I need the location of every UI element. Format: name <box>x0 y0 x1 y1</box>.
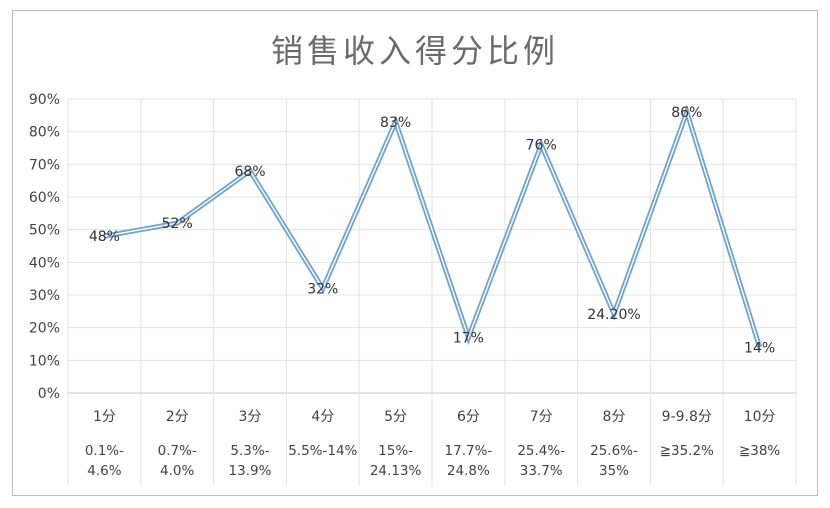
y-tick-label: 50% <box>29 223 60 239</box>
x-category-label: 2分 <box>166 409 189 425</box>
x-category-label: 4分 <box>311 409 334 425</box>
x-range-label: 24.8% <box>447 463 490 479</box>
data-label: 24.20% <box>587 307 640 323</box>
data-label: 83% <box>380 115 411 131</box>
x-category-label: 8分 <box>603 409 626 425</box>
data-label: 52% <box>162 216 193 232</box>
x-range-label: 5.5%-14% <box>288 443 357 459</box>
series-line-core <box>104 109 761 348</box>
x-range-label: ≧38% <box>739 443 780 459</box>
data-label: 86% <box>671 105 702 121</box>
x-range-label: 25.6%- <box>590 443 638 459</box>
x-category-label: 3分 <box>239 409 262 425</box>
y-tick-label: 10% <box>29 353 60 369</box>
x-range-label: 35% <box>599 463 629 479</box>
x-category-label: 7分 <box>530 409 553 425</box>
x-range-label: 5.3%- <box>230 443 269 459</box>
data-label: 76% <box>526 138 557 154</box>
x-range-label: 17.7%- <box>445 443 493 459</box>
data-label: 32% <box>307 281 338 297</box>
y-tick-label: 90% <box>29 92 60 108</box>
chart-title: 销售收入得分比例 <box>270 32 559 70</box>
x-range-label: 13.9% <box>229 463 272 479</box>
y-tick-label: 80% <box>29 125 60 141</box>
x-range-label: 33.7% <box>520 463 563 479</box>
data-label: 14% <box>744 340 775 356</box>
x-category-label: 1分 <box>93 409 116 425</box>
chart-frame <box>12 10 818 496</box>
x-range-label: 25.4%- <box>517 443 565 459</box>
data-label: 48% <box>89 229 120 245</box>
x-range-label: 0.1%- <box>85 443 124 459</box>
y-tick-label: 40% <box>29 255 60 271</box>
x-category-label: 9-9.8分 <box>662 409 712 425</box>
y-tick-label: 60% <box>29 190 60 206</box>
x-range-label: 4.0% <box>160 463 194 479</box>
data-label: 17% <box>453 330 484 346</box>
x-range-label: 4.6% <box>87 463 121 479</box>
y-tick-label: 30% <box>29 288 60 304</box>
y-tick-label: 70% <box>29 157 60 173</box>
x-category-label: 6分 <box>457 409 480 425</box>
x-category-label: 5分 <box>384 409 407 425</box>
x-range-label: ≧35.2% <box>660 443 714 459</box>
data-label: 68% <box>234 164 265 180</box>
x-category-label: 10分 <box>744 409 776 425</box>
y-tick-label: 20% <box>29 321 60 337</box>
x-range-label: 24.13% <box>370 463 422 479</box>
x-range-label: 15%- <box>378 443 413 459</box>
y-tick-label: 0% <box>38 386 60 402</box>
x-range-label: 0.7%- <box>158 443 197 459</box>
